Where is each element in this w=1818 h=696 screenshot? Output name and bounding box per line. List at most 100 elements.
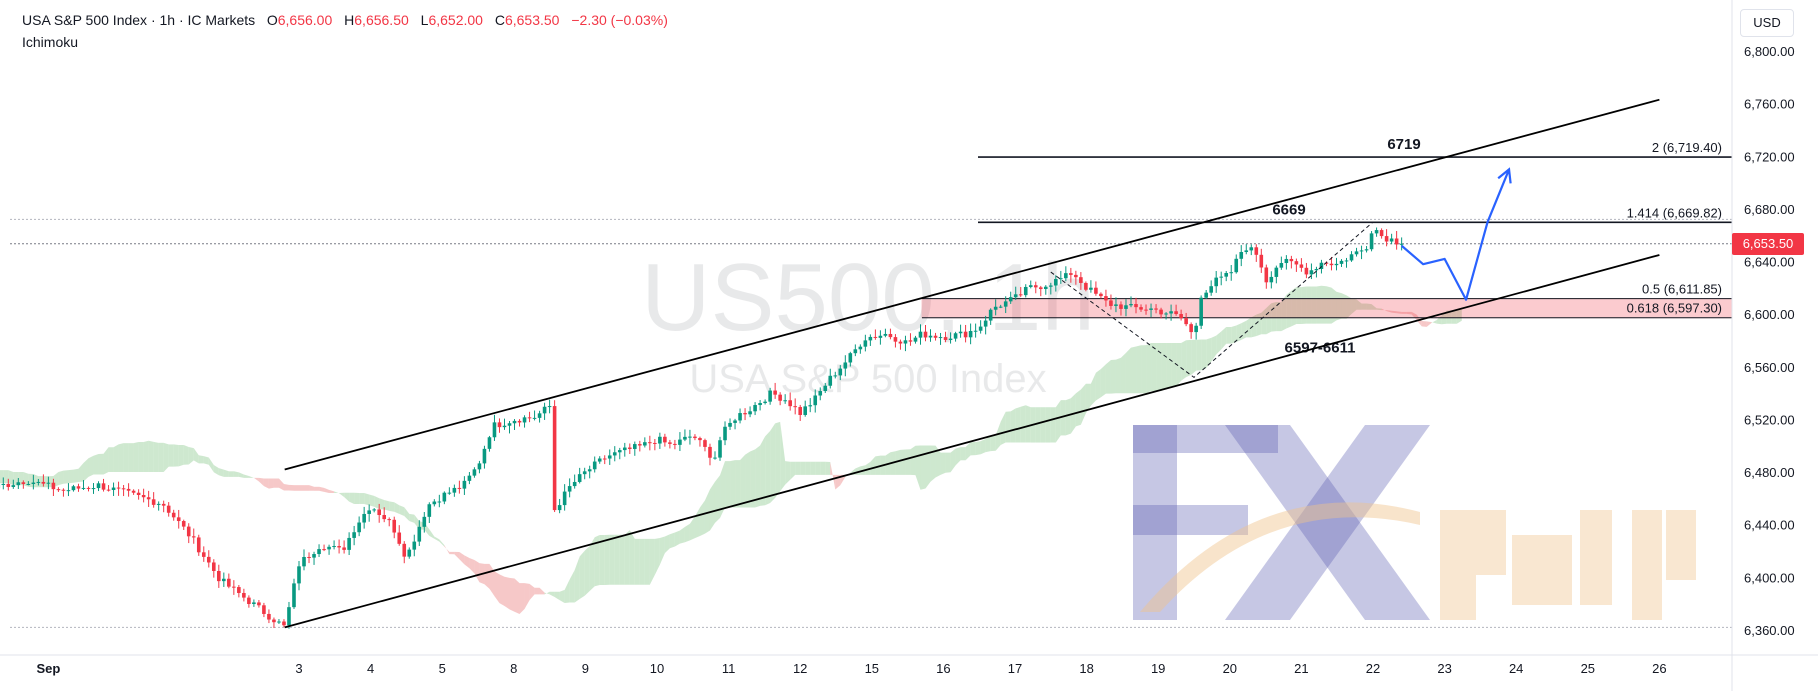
candle-body bbox=[92, 488, 96, 489]
candle-body bbox=[653, 443, 657, 444]
currency-button[interactable]: USD bbox=[1740, 9, 1794, 37]
ichimoku-cloud-segment bbox=[404, 507, 409, 521]
candle-body bbox=[483, 449, 487, 464]
candle-body bbox=[1154, 308, 1158, 309]
ichimoku-cloud-segment bbox=[1191, 340, 1196, 375]
price-axis-tick: 6,600.00 bbox=[1744, 307, 1795, 322]
ichimoku-cloud-segment bbox=[1236, 323, 1241, 342]
candle-body bbox=[1019, 294, 1023, 295]
candle-body bbox=[1089, 288, 1093, 290]
candle-body bbox=[127, 489, 131, 491]
ichimoku-cloud-segment bbox=[28, 474, 33, 487]
candle-body bbox=[823, 386, 827, 391]
candle-body bbox=[969, 331, 973, 337]
candle-body bbox=[493, 422, 497, 437]
candle-body bbox=[909, 340, 913, 341]
candle-body bbox=[688, 437, 692, 438]
candle-body bbox=[222, 579, 226, 581]
ichimoku-cloud-segment bbox=[1056, 400, 1061, 442]
ichimoku-cloud-segment bbox=[1181, 340, 1186, 380]
low-value: 6,652.00 bbox=[428, 12, 483, 28]
candle-body bbox=[999, 307, 1003, 308]
candle-body bbox=[678, 440, 682, 445]
candle-body bbox=[1375, 230, 1379, 233]
indicator-label[interactable]: Ichimoku bbox=[22, 34, 78, 50]
target-level-label: 6669 bbox=[1272, 201, 1305, 218]
ichimoku-cloud-segment bbox=[249, 476, 254, 478]
candle-body bbox=[929, 336, 933, 338]
time-axis-tick: 23 bbox=[1437, 661, 1451, 676]
ichimoku-cloud-segment bbox=[795, 462, 800, 475]
candle-body bbox=[934, 336, 938, 338]
candle-body bbox=[1265, 267, 1269, 282]
ichimoku-cloud-segment bbox=[324, 488, 329, 493]
candle-body bbox=[864, 340, 868, 346]
candle-body bbox=[1234, 259, 1238, 272]
candle-body bbox=[763, 402, 767, 403]
time-axis-tick: 5 bbox=[439, 661, 446, 676]
price-axis-tick: 6,400.00 bbox=[1744, 570, 1795, 585]
candle-body bbox=[1209, 286, 1213, 292]
candle-body bbox=[944, 337, 948, 340]
candle-body bbox=[197, 537, 201, 552]
candle-body bbox=[728, 423, 732, 427]
ichimoku-cloud-segment bbox=[174, 444, 179, 466]
ichimoku-cloud-segment bbox=[1422, 321, 1427, 327]
candle-body bbox=[1400, 244, 1404, 245]
candle-body bbox=[1169, 311, 1173, 313]
open-label: O bbox=[267, 12, 278, 28]
candle-body bbox=[874, 337, 878, 338]
candle-body bbox=[342, 547, 346, 549]
candle-body bbox=[1064, 273, 1068, 278]
candle-body bbox=[1355, 251, 1359, 254]
ichimoku-cloud-segment bbox=[915, 445, 920, 489]
candle-body bbox=[1280, 263, 1284, 268]
ichimoku-cloud-segment bbox=[1131, 346, 1136, 393]
ichimoku-cloud-segment bbox=[189, 447, 194, 464]
candle-body bbox=[177, 517, 181, 521]
ichimoku-cloud-segment bbox=[675, 530, 680, 546]
ichimoku-cloud-segment bbox=[1166, 343, 1171, 389]
candle-body bbox=[803, 406, 807, 415]
candle-body bbox=[27, 484, 31, 485]
candle-body bbox=[708, 447, 712, 458]
ichimoku-cloud-segment bbox=[1141, 345, 1146, 393]
ichimoku-cloud-segment bbox=[334, 491, 339, 493]
ichimoku-cloud-segment bbox=[1001, 412, 1006, 445]
candle-body bbox=[367, 510, 371, 514]
ichimoku-cloud-segment bbox=[58, 471, 63, 486]
candle-body bbox=[603, 459, 607, 460]
candle-body bbox=[748, 411, 752, 414]
candle-body bbox=[518, 421, 522, 423]
candle-body bbox=[1034, 285, 1038, 287]
candle-body bbox=[392, 520, 396, 533]
ichimoku-cloud-segment bbox=[159, 443, 164, 472]
last-price-tag: 6,653.50 bbox=[1732, 233, 1804, 255]
ichimoku-cloud-segment bbox=[1121, 353, 1126, 393]
candle-body bbox=[818, 391, 822, 395]
price-axis-tick: 6,440.00 bbox=[1744, 518, 1795, 533]
symbol-title[interactable]: USA S&P 500 Index · 1h · IC Markets bbox=[22, 12, 255, 28]
ichimoku-cloud-segment bbox=[790, 462, 795, 480]
candle-body bbox=[312, 554, 316, 558]
candle-body bbox=[884, 334, 888, 336]
candle-body bbox=[267, 614, 271, 620]
ichimoku-cloud-segment bbox=[409, 514, 414, 523]
candle-body bbox=[638, 444, 642, 445]
candle-body bbox=[994, 307, 998, 310]
candle-body bbox=[783, 400, 787, 401]
ichimoku-cloud-segment bbox=[545, 592, 550, 595]
candle-body bbox=[1239, 252, 1243, 259]
candle-body bbox=[332, 546, 336, 547]
ichimoku-cloud-segment bbox=[700, 500, 705, 536]
ichimoku-cloud-segment bbox=[750, 449, 755, 507]
ichimoku-cloud-segment bbox=[179, 445, 184, 466]
channel-line-upper bbox=[285, 100, 1660, 470]
ichimoku-cloud-segment bbox=[695, 508, 700, 539]
ichimoku-cloud-segment bbox=[660, 536, 665, 564]
ichimoku-cloud-segment bbox=[1116, 358, 1121, 394]
high-value: 6,656.50 bbox=[354, 12, 409, 28]
price-axis-tick: 6,760.00 bbox=[1744, 97, 1795, 112]
candle-body bbox=[1024, 287, 1028, 295]
